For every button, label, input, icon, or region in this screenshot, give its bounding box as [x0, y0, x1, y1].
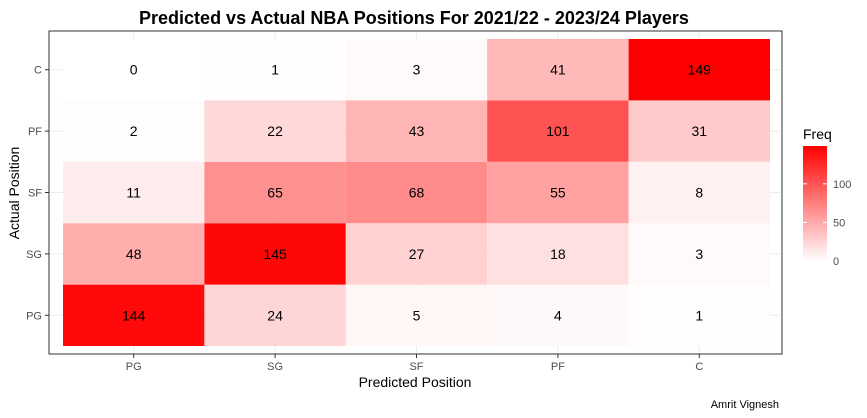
y-tick-label-sg: SG [26, 249, 42, 261]
cell-label-sg-sf: 27 [409, 246, 425, 262]
y-tick-label-c: C [34, 65, 42, 77]
cell-pf-sf [345, 100, 488, 162]
cell-label-sg-pg: 48 [126, 246, 142, 262]
cell-sf-c [628, 161, 770, 224]
y-tick-label-sf: SF [28, 188, 42, 200]
cell-label-sg-pf: 18 [550, 246, 566, 262]
cell-c-sf [345, 39, 488, 101]
cell-label-c-pg: 0 [130, 62, 138, 78]
x-tick-label-pf: PF [551, 361, 565, 373]
heatmap-cells: 144 24 5 4 148 145 27 18 311 65 68 55 82 22 43 101 310 1 3… [63, 39, 770, 346]
cell-label-sf-sg: 65 [267, 185, 283, 201]
cell-pg-c [628, 284, 770, 346]
y-tick-label-pf: PF [28, 126, 42, 138]
cell-sf-sf [345, 161, 488, 224]
y-tick-label-pg: PG [26, 310, 42, 322]
cell-label-sf-pg: 11 [126, 185, 141, 201]
cell-pf-c [628, 100, 770, 162]
cell-sf-sg [204, 161, 346, 224]
legend-ticks: 0 50 100 [803, 179, 851, 268]
cell-label-pg-sg: 24 [267, 307, 283, 323]
y-axis-title: Actual Position [6, 147, 22, 240]
cell-label-sg-c: 3 [695, 246, 703, 262]
cell-c-pf [487, 39, 629, 101]
cell-label-pf-pf: 101 [546, 123, 570, 139]
legend-tick-label-50: 50 [833, 217, 845, 229]
x-axis-ticks: PG SG SF PF C [126, 354, 703, 373]
cell-label-c-sg: 1 [271, 62, 279, 78]
x-axis-title: Predicted Position [359, 374, 472, 390]
cell-sf-pf [487, 161, 629, 224]
cell-label-pf-pg: 2 [130, 123, 138, 139]
cell-pg-pg [63, 284, 205, 346]
cell-pf-sg [204, 100, 346, 162]
cell-label-sf-c: 8 [695, 185, 703, 201]
cell-sf-pg [63, 161, 205, 224]
cell-c-pg [63, 39, 205, 101]
cell-label-c-sf: 3 [413, 62, 421, 78]
x-tick-label-sg: SG [267, 361, 283, 373]
caption: Amrit Vignesh [711, 399, 779, 411]
x-tick-label-pg: PG [126, 361, 142, 373]
chart-title: Predicted vs Actual NBA Positions For 20… [139, 8, 689, 28]
cell-sg-pf [487, 223, 629, 285]
cell-label-sg-sg: 145 [263, 246, 287, 262]
legend-tick-label-100: 100 [833, 179, 851, 191]
legend-tick-label-0: 0 [833, 256, 839, 268]
cell-sg-sg [204, 223, 346, 285]
cell-c-c [628, 39, 770, 101]
cell-label-pf-sf: 43 [409, 123, 425, 139]
cell-pg-sf [345, 284, 488, 346]
legend-colorbar [803, 146, 827, 261]
cell-sg-pg [63, 223, 205, 285]
cell-label-sf-sf: 68 [409, 185, 425, 201]
cell-pg-sg [204, 284, 346, 346]
cell-label-c-pf: 41 [550, 62, 566, 78]
cell-label-c-c: 149 [688, 62, 712, 78]
cell-label-pg-sf: 5 [413, 307, 421, 323]
cell-label-pg-c: 1 [695, 307, 703, 323]
cell-pg-pf [487, 284, 629, 346]
cell-sg-c [628, 223, 770, 285]
cell-pf-pf [487, 100, 629, 162]
cell-label-sf-pf: 55 [550, 185, 566, 201]
x-tick-label-c: C [695, 361, 703, 373]
cell-label-pf-sg: 22 [267, 123, 283, 139]
y-axis-ticks: PG SG SF PF C [26, 65, 49, 322]
x-tick-label-sf: SF [409, 361, 423, 373]
legend-title: Freq [803, 126, 832, 142]
cell-label-pf-c: 31 [692, 123, 708, 139]
cell-label-pg-pf: 4 [554, 307, 562, 323]
cell-sg-sf [345, 223, 488, 285]
cell-c-sg [204, 39, 346, 101]
cell-pf-pg [63, 100, 205, 162]
cell-label-pg-pg: 144 [122, 307, 146, 323]
